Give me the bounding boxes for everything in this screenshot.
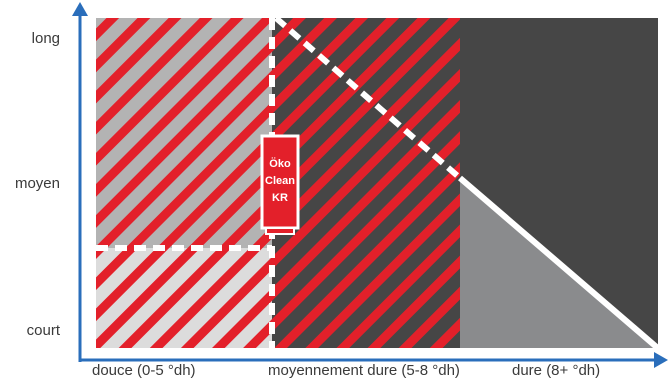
product-name-line-2: Clean [265,175,295,187]
product-name-line-3: KR [272,192,288,204]
x-tick-moyennement-dure: moyennement dure (5-8 °dh) [268,362,460,379]
divider-diagonal-solid [458,175,662,353]
y-tick-long: long [31,30,60,47]
y-axis-arrow-icon [72,2,88,16]
x-tick-douce: douce (0-5 °dh) [92,362,196,379]
product-name-line-1: Öko [269,157,291,170]
product-badge: Öko Clean KR [260,134,300,235]
x-tick-dure: dure (8+ °dh) [512,362,601,379]
x-axis-arrow-icon [654,352,668,368]
y-tick-court: court [26,322,60,339]
y-tick-moyen: moyen [14,175,60,192]
divider-diagonal-dashed [274,15,462,181]
